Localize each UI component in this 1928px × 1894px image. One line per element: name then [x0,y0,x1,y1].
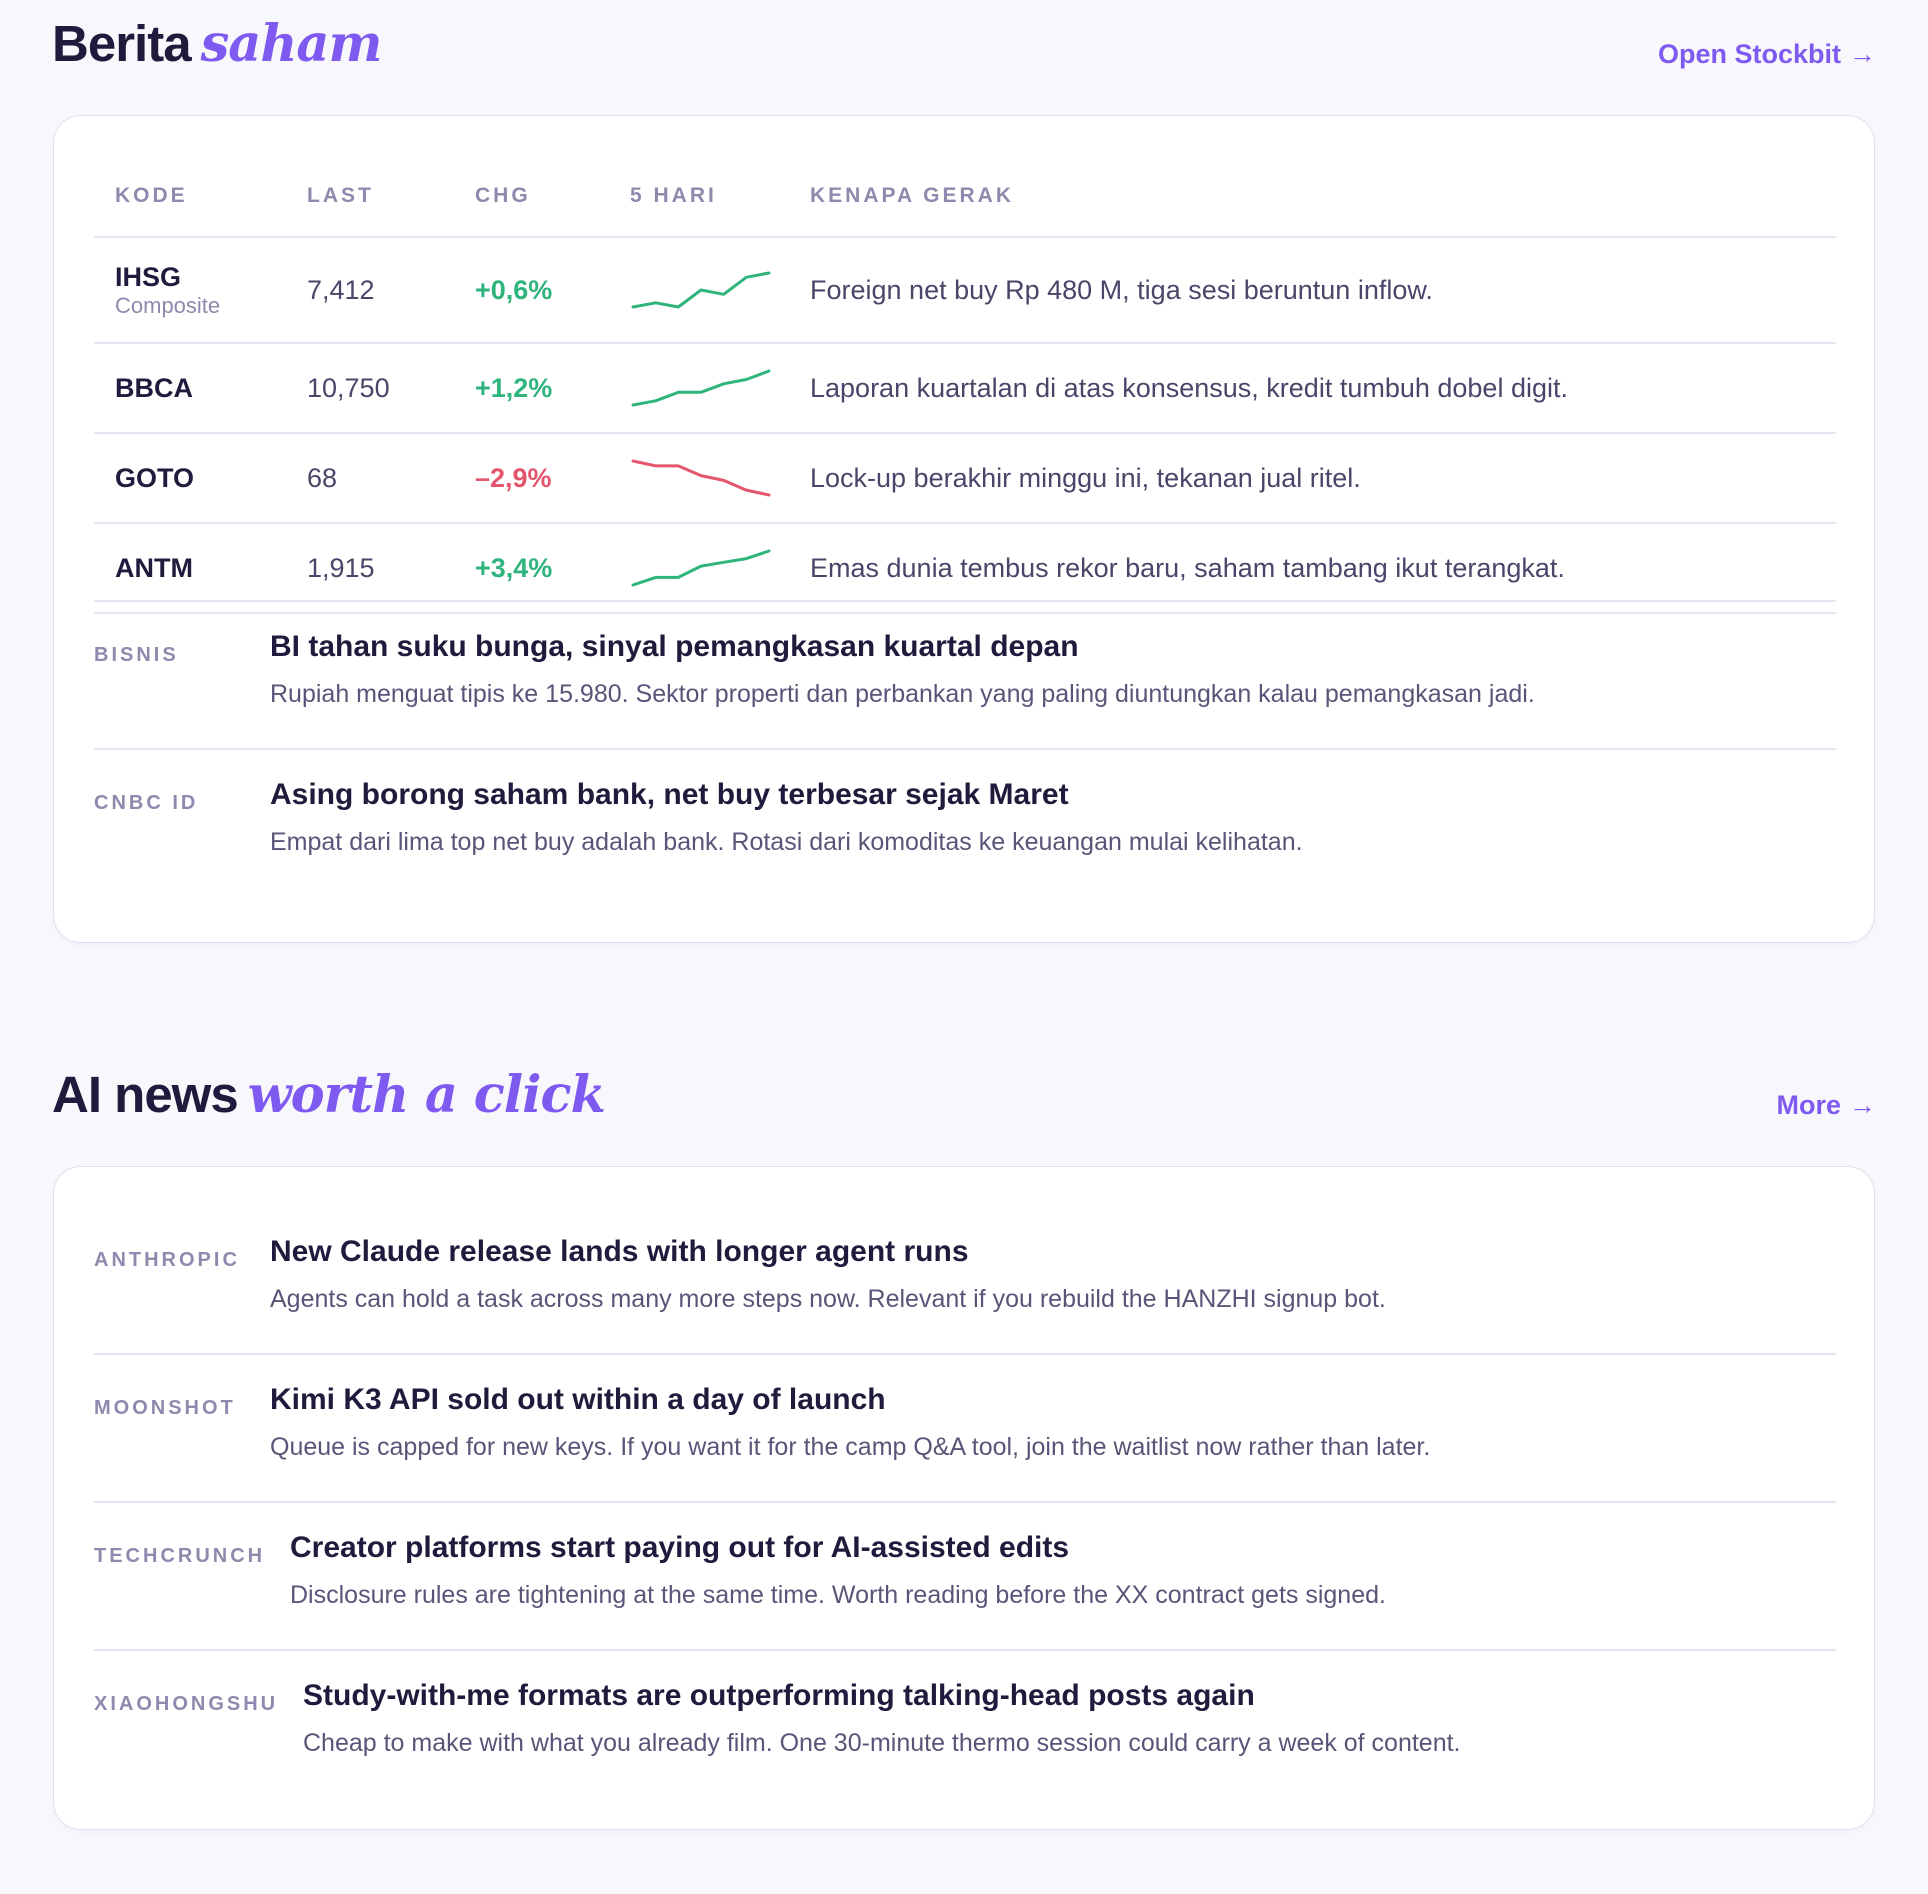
stock-row-bbca[interactable]: BBCA 10,750 +1,2% Laporan kuartalan di a… [94,343,1836,434]
stock-last: 1,915 [286,523,454,614]
saham-section-title: Berita saham [52,4,383,84]
stock-code-cell: GOTO [94,433,286,524]
ai-title-accent: worth a click [247,1065,606,1125]
stock-code-cell: IHSG Composite [94,237,286,344]
sparkline-path [631,459,771,497]
news-summary: Disclosure rules are tightening at the s… [290,1581,1386,1609]
news-summary: Rupiah menguat tipis ke 15.980. Sektor p… [270,680,1535,708]
news-source: MOONSHOT [94,1397,236,1419]
more-label: More [1776,1090,1841,1120]
stock-sparkline-cell [609,523,789,614]
saham-news-list: BISNIS BI tahan suku bunga, sinyal peman… [94,600,1836,896]
col-header-chg: CHG [454,156,609,238]
news-headline[interactable]: New Claude release lands with longer age… [270,1235,969,1268]
ai-section-header: AI news worth a click More → [52,1055,1876,1135]
stock-reason: Laporan kuartalan di atas konsensus, kre… [789,343,1836,434]
stock-chg: –2,9% [454,433,609,524]
sparkline-path [631,369,771,407]
news-headline[interactable]: Kimi K3 API sold out within a day of lau… [270,1383,886,1416]
stock-code: BBCA [115,373,193,403]
stock-last: 7,412 [286,237,454,344]
news-source: TECHCRUNCH [94,1545,266,1567]
news-source: CNBC ID [94,792,199,814]
news-headline[interactable]: Study-with-me formats are outperforming … [303,1679,1255,1712]
news-headline[interactable]: Asing borong saham bank, net buy terbesa… [270,778,1069,811]
ai-news-card: ANTHROPIC New Claude release lands with … [53,1166,1875,1830]
stock-code-cell: ANTM [94,523,286,614]
saham-title-accent: saham [200,14,383,74]
news-item[interactable]: CNBC ID Asing borong saham bank, net buy… [94,750,1836,896]
ai-title-main: AI news [52,1066,239,1123]
stock-reason: Emas dunia tembus rekor baru, saham tamb… [789,523,1836,614]
news-summary: Cheap to make with what you already film… [303,1729,1461,1757]
more-link[interactable]: More → [1776,1055,1876,1155]
stock-code: IHSG [115,262,182,292]
news-item[interactable]: MOONSHOT Kimi K3 API sold out within a d… [94,1355,1836,1503]
news-item[interactable]: XIAOHONGSHU Study-with-me formats are ou… [94,1651,1836,1797]
ai-news-list: ANTHROPIC New Claude release lands with … [94,1207,1836,1797]
ai-section-title: AI news worth a click [52,1055,606,1135]
stock-chg: +3,4% [454,523,609,614]
news-item[interactable]: TECHCRUNCH Creator platforms start payin… [94,1503,1836,1651]
news-headline[interactable]: Creator platforms start paying out for A… [290,1531,1070,1564]
col-header-kenapa-gerak: KENAPA GERAK [789,156,1836,238]
news-source: ANTHROPIC [94,1249,240,1271]
stock-code: GOTO [115,463,195,493]
stock-row-ihsg[interactable]: IHSG Composite 7,412 +0,6% Foreign net b… [94,237,1836,344]
stock-chg: +1,2% [454,343,609,434]
stock-sparkline-cell [609,237,789,344]
news-source: BISNIS [94,644,179,666]
stock-chg: +0,6% [454,237,609,344]
stock-table-header: KODE LAST CHG 5 HARI KENAPA GERAK [94,156,1836,238]
sparkline-antm [631,549,771,587]
saham-card: KODE LAST CHG 5 HARI KENAPA GERAK IHSG C… [53,115,1875,943]
sparkline-goto [631,459,771,497]
news-item[interactable]: ANTHROPIC New Claude release lands with … [94,1207,1836,1355]
stock-last: 68 [286,433,454,524]
news-item[interactable]: BISNIS BI tahan suku bunga, sinyal peman… [94,602,1836,750]
news-summary: Queue is capped for new keys. If you wan… [270,1433,1431,1461]
open-stockbit-label: Open Stockbit [1657,39,1841,69]
col-header-5hari: 5 HARI [609,156,789,238]
stock-code: ANTM [115,553,193,583]
stock-row-antm[interactable]: ANTM 1,915 +3,4% Emas dunia tembus rekor… [94,523,1836,614]
stock-row-goto[interactable]: GOTO 68 –2,9% Lock-up berakhir minggu in… [94,433,1836,524]
arrow-right-icon: → [1849,39,1876,69]
stock-code-cell: BBCA [94,343,286,434]
news-summary: Empat dari lima top net buy adalah bank.… [270,828,1303,856]
stock-sparkline-cell [609,433,789,524]
sparkline-ihsg [631,271,771,309]
news-source: XIAOHONGSHU [94,1693,279,1715]
saham-title-main: Berita [52,15,192,72]
sparkline-path [631,549,771,587]
stock-reason: Lock-up berakhir minggu ini, tekanan jua… [789,433,1836,524]
stock-reason: Foreign net buy Rp 480 M, tiga sesi beru… [789,237,1836,344]
col-header-kode: KODE [94,156,286,238]
stock-last: 10,750 [286,343,454,434]
sparkline-bbca [631,369,771,407]
news-headline[interactable]: BI tahan suku bunga, sinyal pemangkasan … [270,630,1079,663]
sparkline-path [631,271,771,309]
saham-section-header: Berita saham Open Stockbit → [52,4,1876,84]
stock-subtitle: Composite [115,293,221,318]
news-summary: Agents can hold a task across many more … [270,1285,1386,1313]
stock-sparkline-cell [609,343,789,434]
col-header-last: LAST [286,156,454,238]
open-stockbit-link[interactable]: Open Stockbit → [1658,4,1876,104]
arrow-right-icon: → [1849,1090,1876,1120]
stock-table: KODE LAST CHG 5 HARI KENAPA GERAK IHSG C… [94,156,1836,614]
